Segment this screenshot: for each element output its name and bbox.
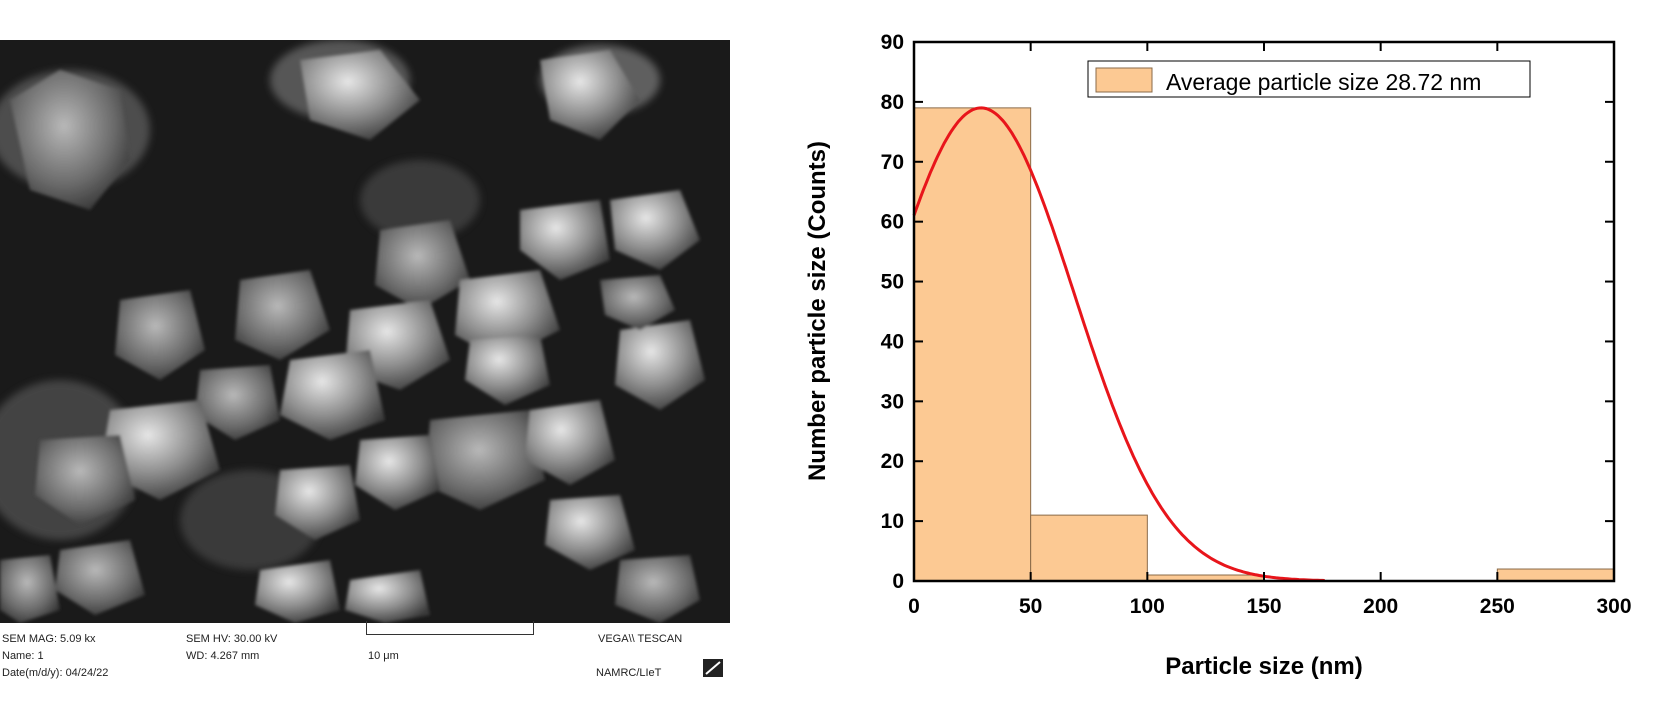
bars-layer bbox=[913, 107, 1615, 582]
legend-box bbox=[1087, 60, 1531, 98]
histogram-panel: 0 50 100 150 200 250 300 0 10 20 30 40 50 60 70 80 90 Av… bbox=[780, 20, 1654, 704]
x-tick-label: 250 bbox=[1480, 595, 1515, 618]
sem-texture bbox=[0, 40, 730, 623]
x-tick-label: 0 bbox=[908, 595, 920, 618]
histogram-chart: 0 50 100 150 200 250 300 0 10 20 30 40 50 60 70 80 90 Av… bbox=[804, 31, 1632, 680]
histogram-bar-0 bbox=[913, 107, 1032, 582]
ticks-layer: 0 50 100 150 200 250 300 0 10 20 30 40 50 60 70 80 90 bbox=[881, 31, 1632, 618]
y-tick-label: 80 bbox=[881, 91, 904, 114]
x-tick-label: 100 bbox=[1130, 595, 1165, 618]
y-tick-label: 40 bbox=[881, 330, 904, 353]
scale-bar bbox=[366, 621, 534, 635]
lab-label: NAMRC/LIeT bbox=[596, 667, 662, 679]
x-tick-label: 200 bbox=[1363, 595, 1398, 618]
sem-micrograph bbox=[0, 40, 730, 623]
y-tick-label: 50 bbox=[881, 271, 904, 294]
sem-panel: SEM MAG: 5.09 kx SEM HV: 30.00 kV VEGA\\… bbox=[0, 40, 730, 680]
x-tick-label: 50 bbox=[1019, 595, 1042, 618]
x-tick-label: 150 bbox=[1246, 595, 1281, 618]
sem-mag-label: SEM MAG: 5.09 kx bbox=[2, 633, 96, 645]
y-tick-label: 90 bbox=[881, 31, 904, 54]
y-tick-label: 30 bbox=[881, 390, 904, 413]
sem-hv-label: SEM HV: 30.00 kV bbox=[186, 633, 278, 645]
gaussian-fit-curve bbox=[912, 106, 1325, 582]
curve-layer bbox=[912, 106, 1325, 582]
x-axis-label: Particle size (nm) bbox=[1165, 653, 1362, 680]
y-tick-label: 20 bbox=[881, 450, 904, 473]
sem-wd-label: WD: 4.267 mm bbox=[186, 650, 260, 662]
histogram-bar-1 bbox=[1030, 514, 1148, 582]
histogram-bar-5 bbox=[1496, 568, 1615, 582]
x-tick-label: 300 bbox=[1596, 595, 1631, 618]
legend-text: Average particle size 28.72 nm bbox=[1166, 69, 1481, 95]
legend-swatch bbox=[1095, 67, 1153, 93]
sem-date-label: Date(m/d/y): 04/24/22 bbox=[2, 667, 109, 679]
instrument-label: VEGA\\ TESCAN bbox=[598, 633, 683, 645]
y-axis-label: Number particle size (Counts) bbox=[804, 141, 831, 481]
y-tick-label: 0 bbox=[892, 570, 904, 593]
legend: Average particle size 28.72 nm bbox=[1087, 60, 1531, 98]
lab-logo-icon bbox=[703, 659, 723, 677]
scale-bar-label: 10 μm bbox=[368, 650, 399, 662]
sem-name-label: Name: 1 bbox=[2, 650, 44, 662]
y-tick-label: 70 bbox=[881, 151, 904, 174]
y-tick-label: 60 bbox=[881, 211, 904, 234]
y-tick-label: 10 bbox=[881, 510, 904, 533]
